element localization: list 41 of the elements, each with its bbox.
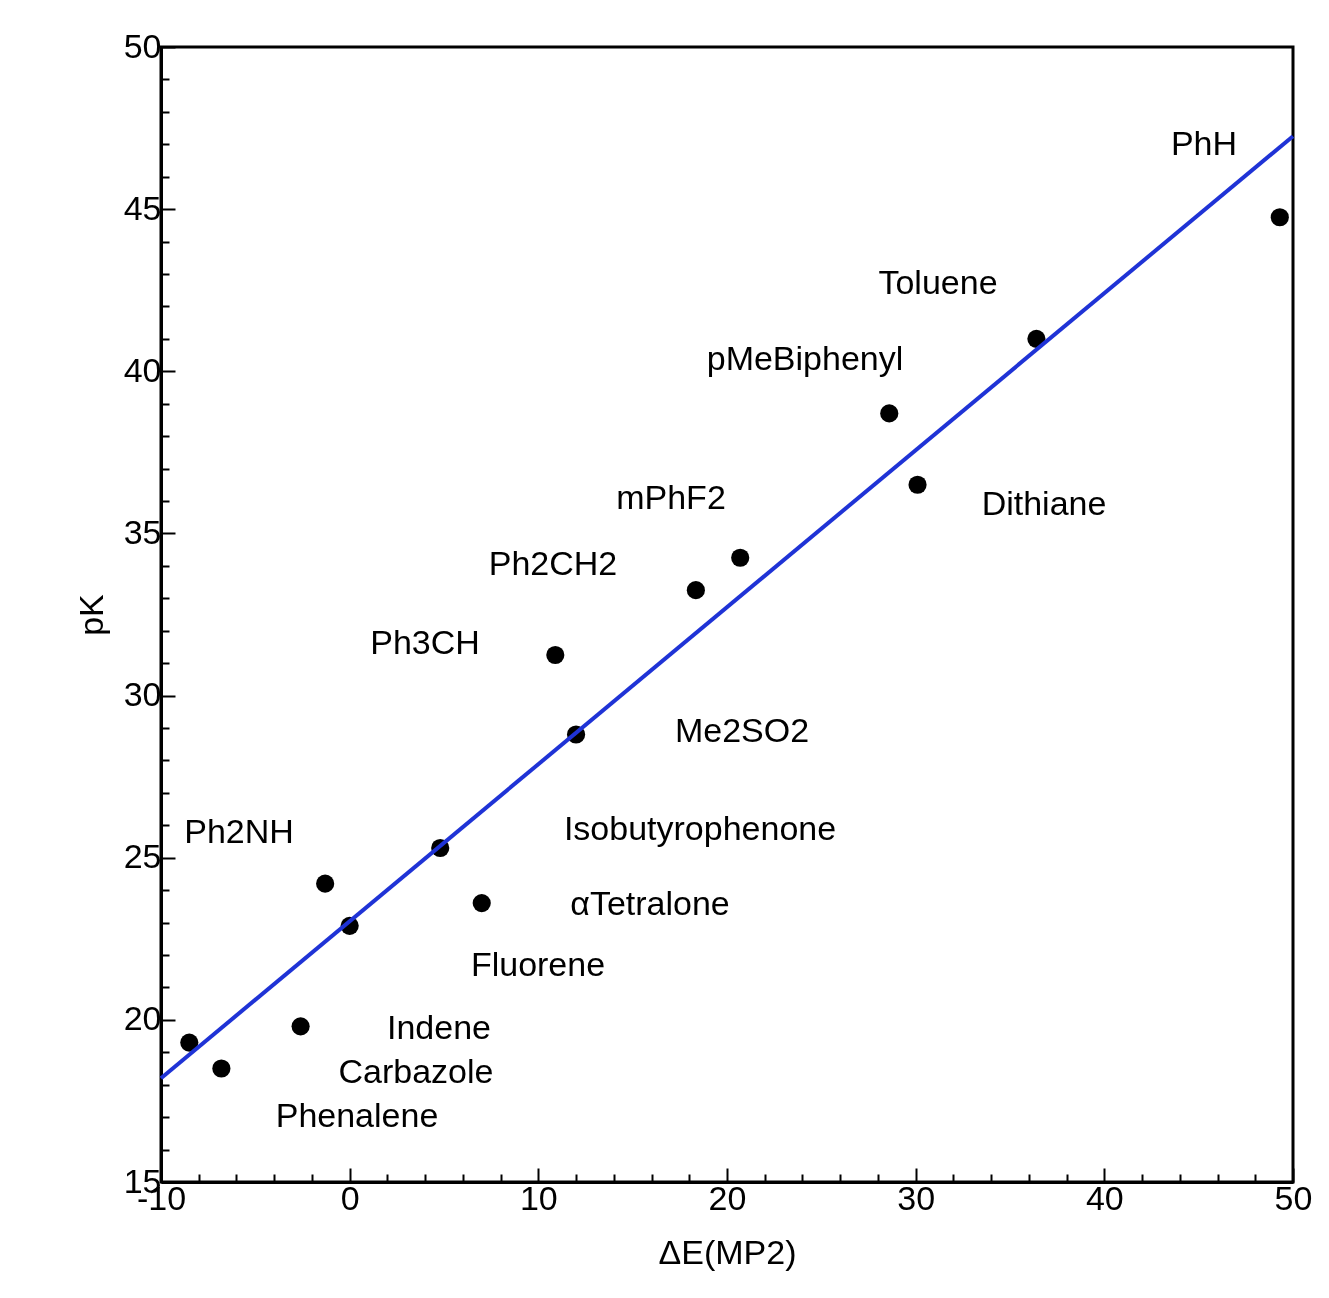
annotation: Me2SO2: [674, 711, 810, 749]
annotation: Dithiane: [981, 484, 1107, 522]
point: [472, 894, 491, 913]
y-tick-label: 35: [123, 512, 162, 551]
annotation: Fluorene: [470, 945, 606, 983]
annotation: αTetralone: [570, 884, 730, 922]
annotation: pMeBiphenyl: [706, 339, 904, 377]
annotation: Carbazole: [338, 1052, 494, 1090]
annotation: mPhF2: [616, 478, 726, 516]
annotation: Isobutyrophenone: [563, 809, 837, 847]
x-axis-title: ΔE(MP2): [658, 1232, 797, 1271]
point: [908, 475, 927, 494]
x-tick-label: 0: [340, 1178, 360, 1217]
x-tick-label: 20: [708, 1178, 747, 1217]
x-tick-label: 30: [897, 1178, 936, 1217]
annotation: PhH: [1170, 124, 1238, 162]
point: [180, 1033, 199, 1052]
y-tick-label: 30: [123, 675, 162, 714]
annotation: Ph2NH: [184, 812, 294, 850]
point: [731, 548, 750, 567]
point: [212, 1059, 231, 1078]
x-tick-label: 50: [1274, 1178, 1313, 1217]
annotation: Indene: [387, 1008, 491, 1046]
annotation: Ph2CH2: [488, 544, 618, 582]
point: [880, 404, 899, 423]
point: [546, 645, 565, 665]
y-tick-label: 40: [123, 350, 162, 389]
y-tick-label: 45: [123, 188, 162, 227]
point: [686, 581, 705, 600]
point: [1270, 208, 1289, 227]
y-tick-label: 20: [123, 999, 162, 1038]
annotation: Phenalene: [275, 1096, 439, 1134]
annotation: Ph3CH: [370, 623, 480, 661]
annotation: Toluene: [878, 263, 998, 301]
y-tick-label: 50: [123, 26, 162, 65]
x-tick-label: 40: [1085, 1178, 1124, 1217]
y-axis-title: pK: [71, 593, 110, 636]
point: [316, 874, 335, 893]
y-tick-label: 25: [123, 837, 162, 876]
point: [291, 1017, 310, 1036]
x-tick-label: 10: [519, 1178, 558, 1217]
